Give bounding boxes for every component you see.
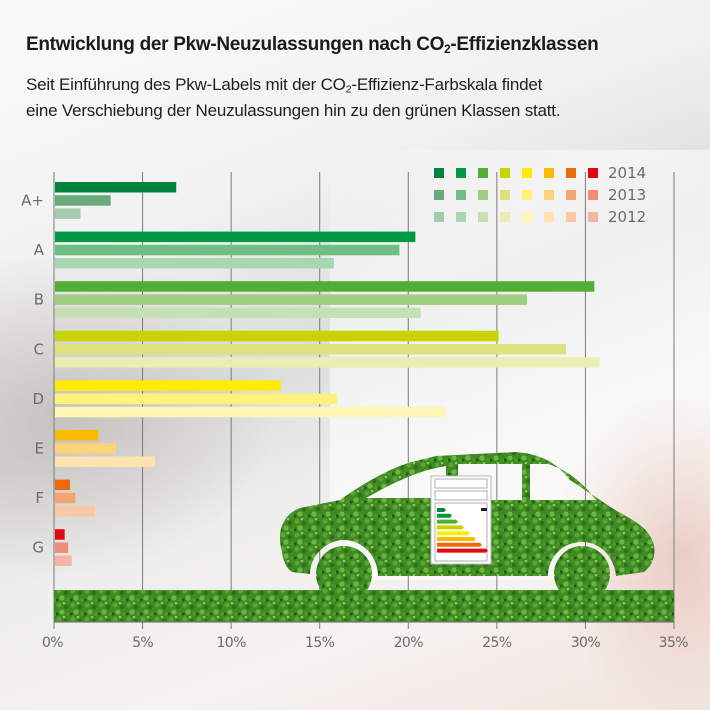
bar-aplus-2013 [55,195,111,206]
label-class-arrow [437,537,476,541]
bar-f-2013 [55,492,76,504]
legend-swatch [478,168,488,178]
bar-b-2014 [55,281,595,292]
legend-swatch [566,190,576,200]
x-tick-label: 5% [132,635,153,651]
legend-swatch [566,168,576,178]
legend-swatch [588,190,598,200]
legend-label-2014: 2014 [608,164,646,182]
legend-swatch [434,212,444,222]
bar-f-2014 [55,479,70,491]
x-tick-label: 10% [216,635,246,651]
subtitle-text: Seit Einführung des Pkw-Labels mit der C… [26,75,346,94]
legend-swatch [456,190,466,200]
chart-title: Entwicklung der Pkw-Neuzulassungen nach … [26,34,696,56]
legend-swatch [522,168,532,178]
legend-swatch [500,212,510,222]
rear-wheel-icon [316,546,372,602]
bar-e-2013 [55,443,116,454]
legend-swatch [434,168,444,178]
legend-swatch [456,168,466,178]
category-label: A+ [21,191,44,209]
legend-swatch [544,212,554,222]
front-wheel-icon [554,546,610,602]
category-label: D [32,390,44,408]
label-class-arrow [437,531,470,536]
legend: 2014 2013 2012 [434,164,646,226]
bar-a-2013 [55,244,400,256]
subtitle-line-2: eine Verschiebung der Neuzulassungen hin… [26,101,561,120]
x-axis: 0% 5% 10% 15% 20% 25% 30% 35% [42,621,689,651]
category-label: G [32,539,44,557]
category-label: E [35,439,44,457]
legend-swatch [588,168,598,178]
legend-swatch [544,190,554,200]
bar-g-2014 [55,529,65,540]
legend-swatch [500,168,510,178]
bar-c-2014 [55,330,499,342]
title-text-end: -Effizienzklassen [450,34,599,55]
bar-d-2012 [55,406,446,418]
label-class-arrow [437,525,464,530]
legend-swatch [500,190,510,200]
bar-aplus-2012 [55,208,81,219]
legend-label-2012: 2012 [608,208,646,226]
bar-a-2012 [55,258,334,269]
bar-g-2013 [55,542,69,553]
bar-d-2014 [55,380,281,391]
chart-subtitle: Seit Einführung des Pkw-Labels mit der C… [26,72,696,124]
subtitle-text-cont: -Effizienz-Farbskala findet [351,75,543,94]
x-tick-label: 20% [394,635,424,651]
category-label: C [34,340,44,358]
title-subscript: 2 [444,42,451,56]
bar-e-2012 [55,456,155,467]
x-tick-label: 35% [659,635,689,651]
bar-b-2012 [55,307,421,319]
x-tick-label: 25% [482,635,512,651]
legend-swatch [566,212,576,222]
label-class-arrow [437,508,446,512]
bar-aplus-2014 [55,182,177,193]
legend-swatch [588,212,598,222]
bar-a-2014 [55,231,416,243]
bar-f-2012 [55,506,95,517]
subtitle-subscript: 2 [345,83,352,96]
bar-c-2013 [55,344,566,355]
bar-c-2012 [55,357,600,368]
label-class-arrow [437,548,488,553]
grass-car-illustration [54,452,674,622]
bar-d-2013 [55,393,338,405]
label-class-arrow [437,513,452,518]
category-label: F [35,489,44,507]
legend-label-2013: 2013 [608,186,646,204]
legend-swatch [522,212,532,222]
label-class-arrow [437,542,482,547]
label-class-arrow [437,519,458,524]
legend-swatch [478,190,488,200]
x-tick-label: 30% [571,635,601,651]
legend-swatch [544,168,554,178]
bars [55,182,600,567]
x-tick-label: 15% [305,635,335,651]
legend-swatch [478,212,488,222]
bar-g-2012 [55,555,72,567]
category-label: B [34,291,44,309]
legend-swatch [434,190,444,200]
category-label: A [34,241,45,259]
title-text: Entwicklung der Pkw-Neuzulassungen nach … [26,34,445,55]
legend-swatch [522,190,532,200]
ground-grass [54,590,674,622]
co2-label-icon [430,475,492,565]
x-tick-label: 0% [42,635,63,651]
bar-b-2013 [55,294,527,305]
bar-e-2014 [55,430,99,441]
category-labels: A+ A B C D E F G [21,191,45,556]
legend-swatch [456,212,466,222]
